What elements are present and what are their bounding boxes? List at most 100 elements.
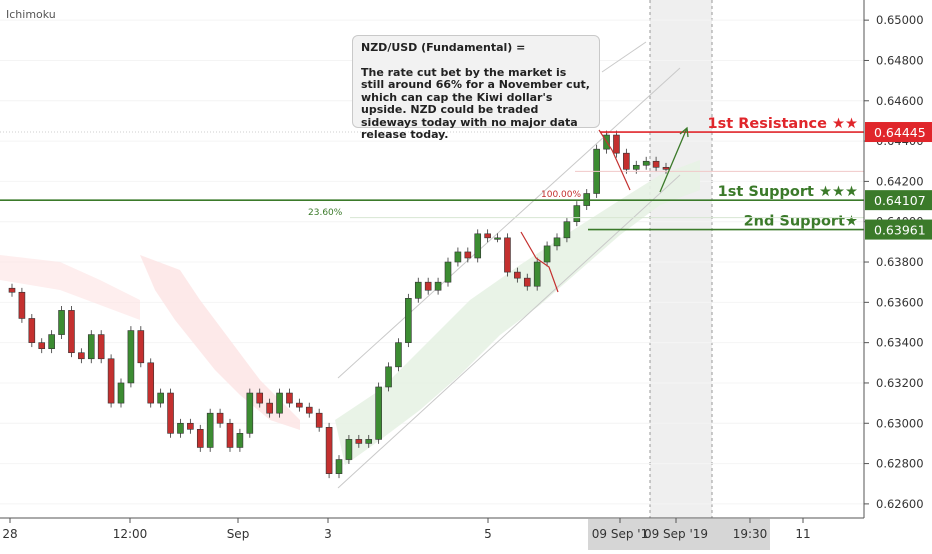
channel-upper-line (337, 67, 681, 379)
level-tag-value: 0.64445 (874, 125, 926, 140)
candle-body (424, 281, 432, 291)
y-tick-label: 0.62600 (876, 497, 924, 511)
candle-body (533, 261, 541, 287)
candle-body (305, 406, 313, 414)
x-tick-label: 3 (324, 527, 332, 541)
candle-body (464, 251, 472, 259)
candle-body (147, 362, 155, 404)
x-tick-label: 11 (795, 527, 810, 541)
candle-body (236, 433, 244, 448)
candle-body (256, 392, 264, 404)
y-tick-label: 0.63200 (876, 376, 924, 390)
candle-body (454, 251, 462, 263)
candle-body (226, 422, 234, 448)
candle-body (38, 342, 46, 349)
candle-body (414, 281, 422, 299)
y-tick-label: 0.62800 (876, 457, 924, 471)
time-axis: 28 12:00 Sep 3 5 09 Sep '109 Sep '19 19:30 11 (2, 518, 811, 541)
y-tick-label: 0.63400 (876, 336, 924, 350)
candle-body (504, 237, 511, 273)
level-label: 1st Resistance ★★ (708, 116, 858, 132)
candle-body (573, 205, 581, 223)
candle-body (662, 166, 670, 170)
candle-body (474, 233, 482, 259)
candle-body (613, 134, 620, 154)
candle-body (177, 422, 184, 434)
candle-body (48, 334, 55, 349)
candle-body (117, 382, 125, 404)
y-tick-label: 0.64200 (876, 174, 924, 188)
candle-body (494, 237, 501, 240)
swing-arrow-red-2 (598, 129, 631, 191)
level-tag-bg (865, 190, 932, 211)
level-tag-value: 0.63961 (874, 223, 926, 238)
candle-body (206, 412, 214, 448)
candle-body (58, 310, 65, 335)
candle-body (444, 261, 452, 283)
x-tick-label: 28 (2, 527, 17, 541)
price-axis-bg (864, 0, 932, 518)
candle-body (514, 271, 521, 279)
note-title: NZD/USD (Fundamental) = (361, 41, 526, 54)
candles-group (8, 130, 670, 479)
candle-body (523, 277, 531, 287)
candle-body (196, 429, 204, 448)
candle-body (246, 392, 254, 434)
levels-group: 1st Resistance ★★ 1st Support ★★★ 2nd Supp… (0, 116, 864, 231)
candle-body (68, 310, 75, 354)
candle-body (335, 459, 343, 474)
cloud-red-left (0, 255, 140, 320)
level-tag-bg (865, 219, 932, 240)
candle-body (543, 245, 551, 263)
level-label: 1st Support ★★★ (718, 184, 858, 200)
candle-body (623, 152, 630, 170)
note-pointer-line (601, 41, 647, 73)
candle-body (296, 402, 303, 408)
level-tag-value: 0.64107 (874, 193, 926, 208)
candle-body (642, 160, 650, 166)
fib-group: 100.00% 23.60% (308, 190, 581, 218)
candle-body (87, 334, 95, 360)
y-tick-label: 0.64800 (876, 53, 924, 67)
candle-body (127, 330, 135, 384)
candle-body (375, 386, 382, 440)
candle-body (276, 392, 283, 414)
cloud-green (335, 160, 700, 465)
swing-arrow-red-1 (520, 231, 559, 293)
candle-body (18, 291, 26, 319)
level-price-tags: 0.64445 0.64107 0.63961 (865, 122, 932, 240)
x-tick-label: 09 Sep '1 (592, 527, 648, 541)
indicator-label: Ichimoku (6, 8, 56, 21)
candle-body (137, 330, 145, 364)
x-tick-label: 09 Sep '19 (644, 527, 708, 541)
fib-236-label: 23.60% (308, 208, 343, 218)
x-tick-label: 19:30 (733, 527, 768, 541)
candle-body (365, 439, 373, 444)
candle-body (187, 422, 194, 430)
candle-body (385, 366, 392, 388)
fib-100-label: 100.00% (541, 190, 581, 200)
x-tick-label: 12:00 (113, 527, 148, 541)
candle-body (266, 402, 273, 414)
candle-body (434, 281, 442, 291)
candle-body (345, 439, 353, 460)
candle-body (405, 298, 412, 343)
price-axis: 0.650000.648000.646000.644000.642000.640… (864, 13, 924, 511)
candle-body (632, 164, 640, 170)
candle-body (355, 439, 363, 444)
trend-channel (337, 41, 681, 489)
swing-arrow-green (659, 127, 688, 193)
note-body: The rate cut bet by the market is still … (361, 65, 590, 141)
x-tick-label: Sep (227, 527, 250, 541)
candle-body (553, 237, 561, 247)
candle-body (97, 334, 105, 360)
ichimoku-cloud (0, 160, 700, 465)
candle-body (157, 392, 164, 404)
y-tick-label: 0.64600 (876, 94, 924, 108)
y-tick-label: 0.63800 (876, 255, 924, 269)
candle-body (8, 287, 16, 293)
candle-body (78, 352, 85, 360)
candle-body (484, 233, 491, 239)
